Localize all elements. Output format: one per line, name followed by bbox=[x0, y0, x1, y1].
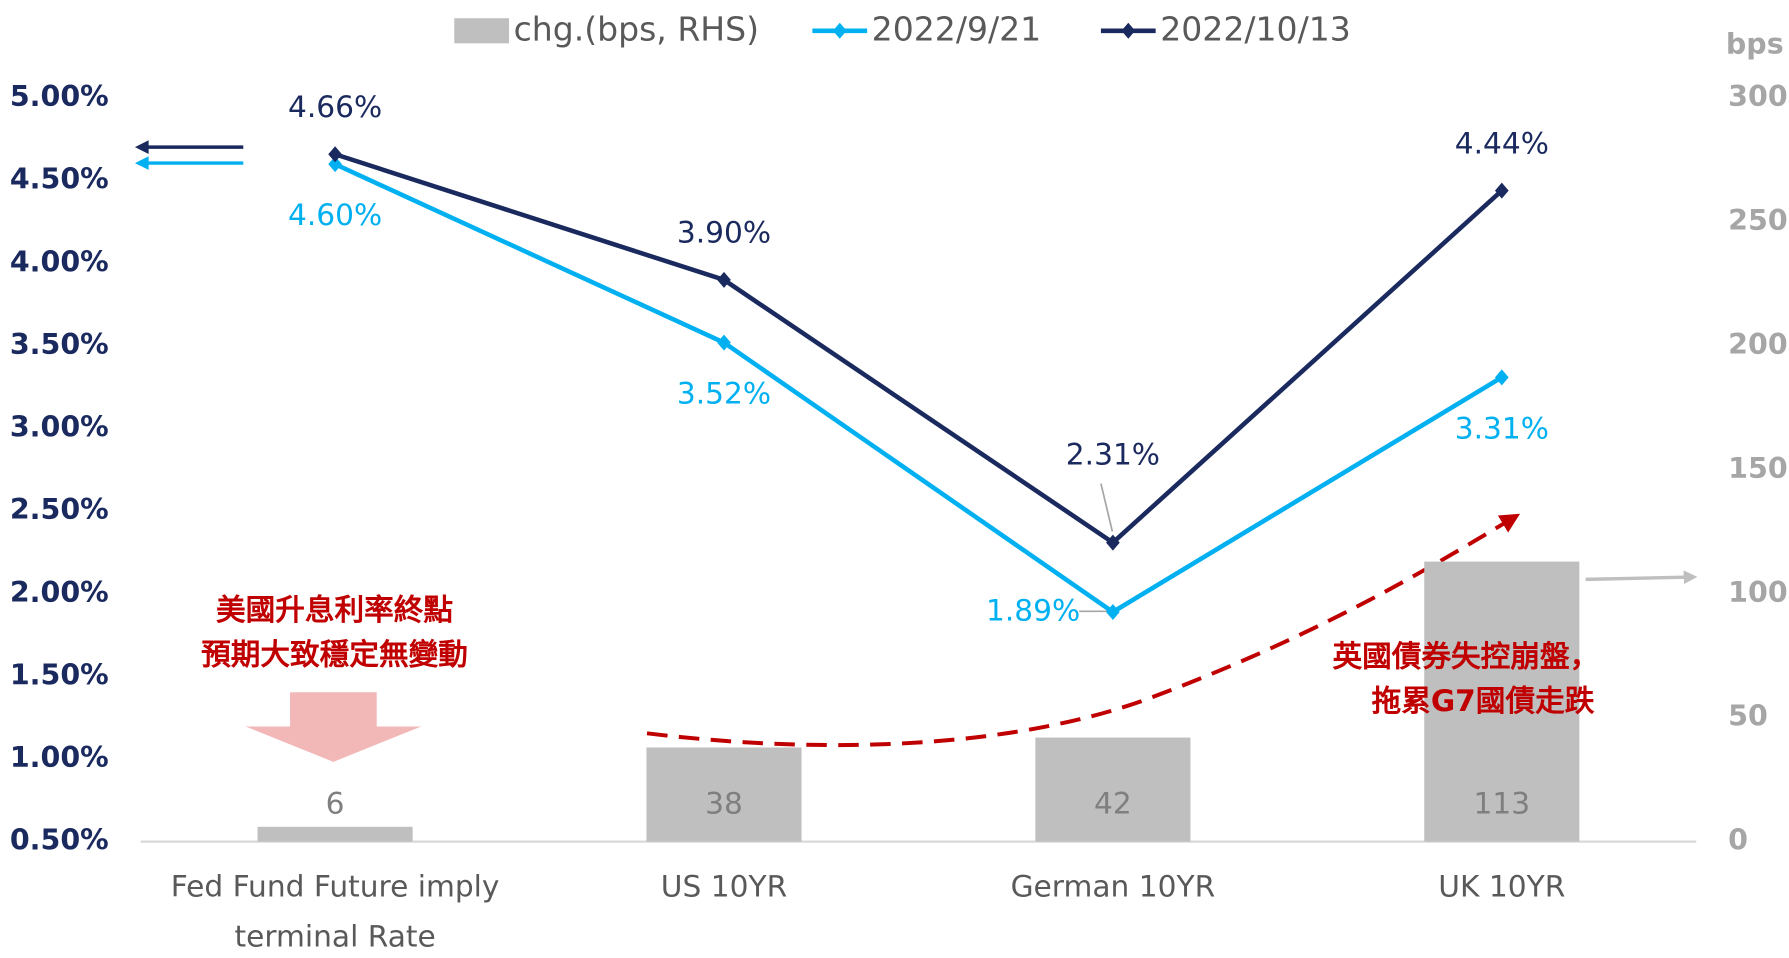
x-tick-label: Fed Fund Future imply terminal Rate bbox=[170, 870, 500, 955]
bar bbox=[1035, 737, 1191, 842]
x-label-box: UK 10YR bbox=[1438, 870, 1566, 905]
point bbox=[1106, 604, 1120, 620]
leader-line bbox=[1100, 483, 1114, 532]
y-tick-label: 3.00% bbox=[10, 411, 109, 444]
axis-pointer bbox=[1585, 570, 1698, 585]
legend-swatch bbox=[454, 18, 510, 44]
down-arrow bbox=[245, 692, 422, 762]
y-tick-label: 2.00% bbox=[10, 576, 109, 609]
y-tick-label: 2.50% bbox=[10, 493, 109, 526]
axis-pointer-head bbox=[134, 156, 149, 170]
y-tick-label: 4.00% bbox=[10, 245, 109, 278]
bar bbox=[646, 747, 802, 842]
y-tick-label: 5.00% bbox=[10, 80, 109, 113]
x-tick-label: UK 10YR bbox=[1438, 870, 1566, 905]
y2-tick-label: 250 bbox=[1728, 204, 1787, 237]
x-label-box: US 10YR bbox=[660, 870, 788, 905]
legend-label: 2022/9/21 bbox=[872, 9, 1042, 48]
point bbox=[1494, 369, 1509, 386]
y2-tick-label: 50 bbox=[1728, 700, 1768, 733]
bar bbox=[257, 826, 413, 842]
y2-tick-label: 0 bbox=[1728, 824, 1748, 857]
x-tick-label: German 10YR bbox=[1010, 870, 1216, 905]
trend-arrow bbox=[646, 513, 1521, 748]
data-label: 3.52% bbox=[677, 376, 771, 411]
point bbox=[328, 146, 342, 163]
data-label: 1.89% bbox=[986, 592, 1080, 627]
data-label: 4.60% bbox=[288, 197, 382, 232]
x-label-box: German 10YR bbox=[1010, 870, 1216, 905]
annotation: 預期大致穩定無變動 bbox=[201, 636, 468, 671]
point bbox=[717, 271, 731, 288]
line bbox=[334, 162, 1503, 615]
y2-tick-label: 150 bbox=[1728, 452, 1787, 485]
data-label: 3.90% bbox=[677, 215, 771, 250]
bar-value-label: 6 bbox=[326, 786, 345, 821]
data-label: 4.66% bbox=[288, 89, 382, 124]
data-label: 4.44% bbox=[1455, 125, 1549, 160]
bar-value-label: 42 bbox=[1094, 786, 1132, 821]
legend-label: chg.(bps, RHS) bbox=[514, 9, 759, 48]
axis-pointer-head bbox=[134, 140, 149, 154]
legend-marker bbox=[1121, 22, 1136, 39]
annotation: 拖累G7國債走跌 bbox=[1372, 683, 1595, 718]
line bbox=[334, 152, 1504, 546]
legend-label: 2022/10/13 bbox=[1160, 9, 1351, 48]
bar-value-label: 113 bbox=[1474, 786, 1531, 821]
point bbox=[1106, 534, 1120, 551]
y-tick-label: 1.50% bbox=[10, 658, 109, 691]
data-label: 2.31% bbox=[1066, 436, 1160, 471]
y2-tick-label: 100 bbox=[1728, 576, 1787, 609]
x-tick-label: US 10YR bbox=[660, 870, 788, 905]
y-tick-label: 0.50% bbox=[10, 824, 109, 857]
annotation: 美國升息利率終點 bbox=[216, 592, 453, 627]
legend-marker bbox=[832, 22, 847, 39]
bar bbox=[1424, 561, 1580, 842]
annotation: 英國債券失控崩盤， bbox=[1332, 639, 1599, 674]
y-tick-label: 4.50% bbox=[10, 163, 109, 196]
y-tick-label: 1.00% bbox=[10, 741, 109, 774]
y2-axis-label: bps bbox=[1726, 28, 1784, 61]
data-label: 3.31% bbox=[1455, 410, 1549, 445]
y-tick-label: 3.50% bbox=[10, 328, 109, 361]
y2-tick-label: 200 bbox=[1728, 328, 1787, 361]
x-label-box: Fed Fund Future imply terminal Rate bbox=[170, 870, 500, 955]
point bbox=[717, 334, 731, 351]
y2-tick-label: 300 bbox=[1728, 80, 1787, 113]
bar-value-label: 38 bbox=[705, 786, 743, 821]
